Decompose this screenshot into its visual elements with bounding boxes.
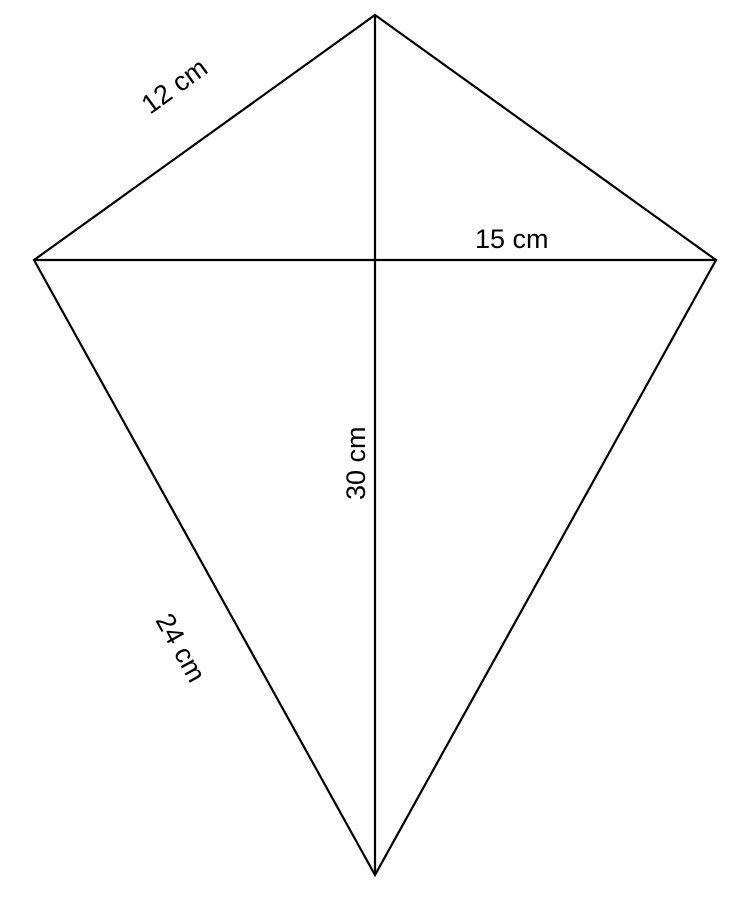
label-half-diagonal-vertical: 30 cm — [341, 426, 371, 500]
label-half-diagonal-horizontal: 15 cm — [475, 224, 549, 254]
label-side-top-left: 12 cm — [136, 52, 213, 119]
kite-diagram: 12 cm 15 cm 30 cm 24 cm — [0, 0, 751, 915]
label-side-bottom-left: 24 cm — [150, 608, 212, 687]
